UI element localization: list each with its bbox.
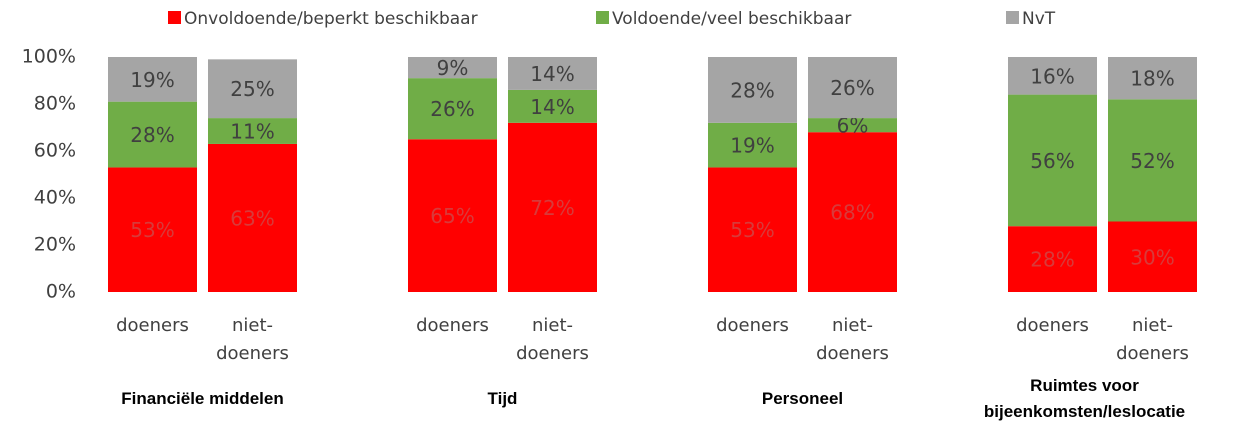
y-tick-label: 100%: [22, 46, 76, 68]
bar-segment: [408, 139, 497, 292]
y-tick-label: 60%: [34, 140, 76, 162]
bar-segment: [408, 78, 497, 140]
bar-segment: [1008, 226, 1097, 292]
data-label: 28%: [1030, 248, 1074, 272]
data-label: 6%: [837, 114, 869, 138]
bar-segment: [108, 101, 197, 168]
bar-segment: [508, 122, 597, 292]
data-label: 18%: [1130, 67, 1174, 91]
data-label: 14%: [530, 62, 574, 86]
legend-label: Voldoende/veel beschikbaar: [612, 9, 851, 29]
bar-segment: [708, 122, 797, 168]
data-label: 9%: [437, 56, 469, 80]
data-label: 28%: [730, 78, 774, 102]
bar-segment: [408, 57, 497, 79]
x-tick-label: niet-doeners: [1116, 315, 1189, 364]
bar-segment: [708, 57, 797, 123]
data-label: 53%: [130, 218, 174, 242]
group-label: Ruimtes voor bijeenkomsten/leslocatie: [983, 376, 1186, 421]
y-tick-label: 40%: [34, 187, 76, 209]
legend-label: Onvoldoende/beperkt beschikbaar: [184, 9, 478, 29]
data-label: 16%: [1030, 64, 1074, 88]
x-tick-label: doeners: [716, 315, 789, 336]
bar-segment: [108, 57, 197, 102]
legend-label: NvT: [1022, 9, 1056, 29]
data-label: 19%: [730, 134, 774, 158]
group-label: Tijd: [487, 389, 518, 408]
data-label: 26%: [430, 97, 474, 121]
x-tick-label: niet-doeners: [816, 315, 889, 364]
bar-segment: [708, 167, 797, 292]
data-label: 65%: [430, 204, 474, 228]
data-label: 63%: [230, 206, 274, 230]
data-label: 52%: [1130, 149, 1174, 173]
legend-swatch: [1006, 11, 1019, 24]
bar-segment: [808, 57, 897, 119]
bar-segment: [1108, 57, 1197, 100]
data-label: 30%: [1130, 245, 1174, 269]
bar-segment: [1008, 94, 1097, 227]
x-tick-label: niet-doeners: [216, 315, 289, 364]
bar-segment: [1108, 221, 1197, 292]
bar-segment: [1108, 99, 1197, 222]
bar-segment: [208, 143, 297, 292]
bar-segment: [508, 89, 597, 123]
data-label: 26%: [830, 76, 874, 100]
legend-swatch: [596, 11, 609, 24]
data-label: 25%: [230, 77, 274, 101]
data-label: 68%: [830, 201, 874, 225]
group-label: Personeel: [761, 389, 844, 408]
data-label: 28%: [130, 123, 174, 147]
x-tick-label: niet-doeners: [516, 315, 589, 364]
bar-segment: [808, 132, 897, 292]
data-label: 53%: [730, 218, 774, 242]
x-tick-label: doeners: [116, 315, 189, 336]
bar-segment: [208, 118, 297, 144]
data-label: 11%: [230, 120, 274, 144]
bar-segment: [808, 118, 897, 133]
y-tick-label: 0%: [46, 281, 76, 303]
x-tick-label: doeners: [416, 315, 489, 336]
y-tick-label: 80%: [34, 93, 76, 115]
data-label: 72%: [530, 196, 574, 220]
bar-segment: [108, 167, 197, 292]
group-label: Financiële middelen: [121, 389, 284, 408]
bar-segment: [1008, 57, 1097, 95]
data-label: 56%: [1030, 149, 1074, 173]
data-label: 19%: [130, 68, 174, 92]
data-label: 14%: [530, 95, 574, 119]
x-tick-label: doeners: [1016, 315, 1089, 336]
legend-swatch: [168, 11, 181, 24]
y-tick-label: 20%: [34, 234, 76, 256]
bar-segment: [208, 59, 297, 119]
bar-segment: [508, 57, 597, 90]
